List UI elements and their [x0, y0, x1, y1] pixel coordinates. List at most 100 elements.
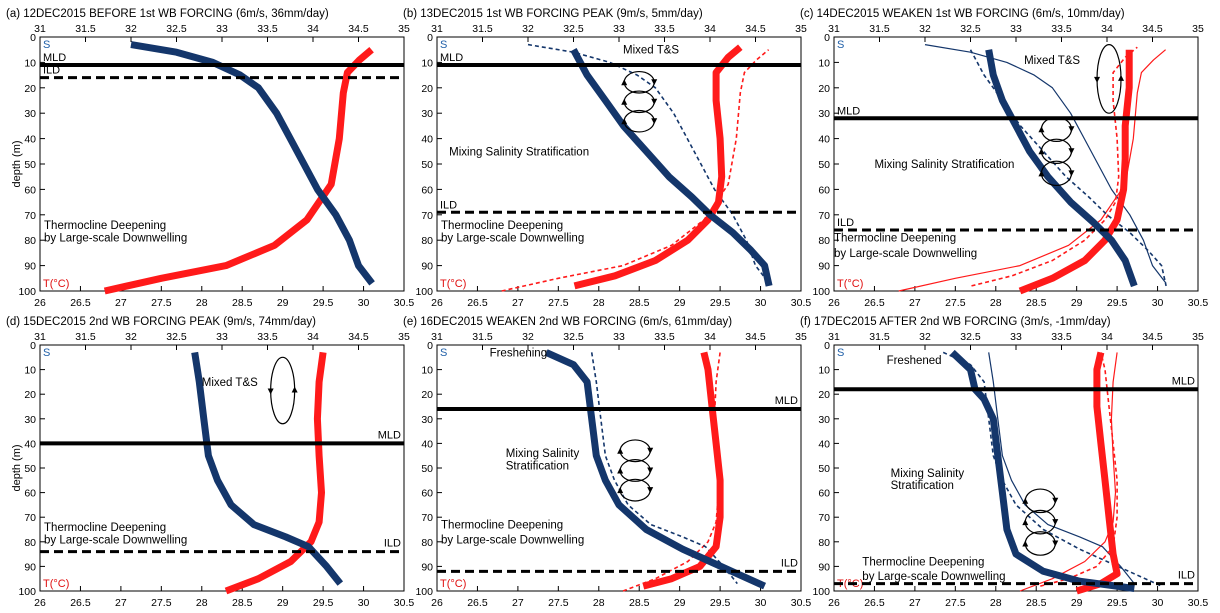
y-tick-label: 100: [415, 586, 433, 598]
arrow-head: [621, 98, 628, 105]
top-tick-label: 33.5: [257, 331, 278, 343]
x-tick-label: 27.5: [548, 297, 569, 309]
x-tick-label: 27.5: [548, 597, 569, 609]
x-tick-label: 26: [34, 597, 46, 609]
sal-axis: 31 31.5 32 32.5 33 33.5 34 34.5 35: [431, 331, 807, 350]
x-tick-label: 29.5: [1107, 297, 1128, 309]
plot-frame: [436, 344, 802, 592]
depth-axis: 0 10 20 30 40 50 60 70 80 90 100: [18, 340, 45, 598]
y-tick-label: 20: [421, 389, 433, 401]
x-tick-label: 26.5: [70, 297, 91, 309]
y-tick-label: 0: [427, 340, 433, 352]
x-tick-label: 28.5: [629, 297, 650, 309]
mld-label: MLD: [43, 52, 66, 64]
top-tick-label: 34.5: [1142, 331, 1163, 343]
ild-label: ILD: [384, 538, 401, 550]
temp-axis: 26 26.5 27 27.5 28 28.5 29 29.5 30 30.5: [828, 286, 1208, 309]
y-tick-label: 20: [421, 83, 433, 95]
annotation-text: Stratification: [891, 480, 954, 492]
mld-label: MLD: [378, 429, 401, 441]
x-tick-label: 27.5: [945, 297, 966, 309]
y-tick-label: 100: [812, 586, 830, 598]
ild-label: ILD: [1178, 570, 1195, 582]
y-tick-label: 90: [818, 261, 830, 273]
salinity-label: S: [837, 347, 844, 359]
annotation-text: Thermocline Deepening: [834, 233, 956, 245]
top-tick-label: 33: [216, 331, 228, 343]
y-tick-label: 80: [421, 235, 433, 247]
x-tick-label: 30: [755, 597, 767, 609]
circulation-loop: [1040, 138, 1073, 165]
top-tick-label: 33.5: [654, 331, 675, 343]
x-tick-label: 29: [1071, 597, 1083, 609]
circulation-loop: [1024, 509, 1056, 535]
x-tick-label: 27: [512, 297, 524, 309]
annotation-text: Thermocline Deepening: [44, 220, 166, 232]
y-tick-label: 40: [818, 134, 830, 146]
depth-axis: 0 10 20 30 40 50 60 70 80 90 100: [415, 32, 442, 298]
arrow-head: [1068, 126, 1075, 133]
profile-s-prev2: [924, 44, 1167, 284]
annotation-text: Mixed T&S: [623, 45, 679, 57]
circulation-loop: [1024, 531, 1056, 556]
y-tick-label: 10: [24, 57, 36, 69]
top-tick-label: 34: [704, 23, 716, 35]
top-tick-label: 35: [795, 331, 807, 343]
y-tick-label: 20: [24, 389, 36, 401]
annotation-text: by Large-scale Downwelling: [441, 233, 584, 245]
panel-c: (c) 14DEC2015 WEAKEN 1st WB FORCING (6m/…: [800, 8, 1208, 309]
mld-label: MLD: [1172, 375, 1195, 387]
top-tick-label: 32.5: [960, 331, 981, 343]
circulation-loop: [623, 70, 655, 94]
x-tick-label: 30.5: [1188, 597, 1209, 609]
depth-axis: 0 10 20 30 40 50 60 70 80 90 100: [812, 340, 839, 598]
panel-title: (d) 15DEC2015 2nd WB FORCING PEAK (9m/s,…: [6, 316, 316, 328]
profile-t-prev: [501, 49, 770, 292]
annotation-text: Mixing Salinity Stratification: [874, 159, 1014, 171]
x-tick-label: 29: [674, 597, 686, 609]
y-tick-label: 30: [24, 414, 36, 426]
y-tick-label: 50: [818, 463, 830, 475]
mld-label: MLD: [440, 52, 463, 64]
top-tick-label: 31.5: [75, 23, 96, 35]
top-tick-label: 35: [1192, 23, 1204, 35]
arrow-head: [1038, 148, 1045, 155]
top-tick-label: 32.5: [563, 331, 584, 343]
top-tick-label: 34: [307, 331, 319, 343]
y-tick-label: 70: [818, 512, 830, 524]
top-tick-label: 35: [795, 23, 807, 35]
y-tick-label: 0: [824, 340, 830, 352]
top-tick-label: 34: [1101, 23, 1113, 35]
profile-s-prev: [527, 43, 770, 284]
annotation-text: Mixed T&S: [202, 377, 258, 389]
arrow-head: [621, 79, 628, 86]
arrow-head: [617, 447, 624, 454]
arrow-head: [647, 467, 654, 474]
panel-b: (b) 13DEC2015 1st WB FORCING PEAK (9m/s,…: [403, 8, 811, 309]
profile-t-prev2: [1019, 352, 1118, 592]
top-tick-label: 31: [828, 23, 840, 35]
salinity-label: S: [440, 347, 447, 359]
y-tick-label: 80: [24, 235, 36, 247]
x-tick-label: 29: [277, 297, 289, 309]
arrow-head: [1052, 497, 1059, 504]
x-tick-label: 26.5: [864, 597, 885, 609]
annotation-text: Mixing Salinity: [506, 448, 580, 460]
top-tick-label: 31.5: [472, 331, 493, 343]
arrow-head: [291, 386, 298, 393]
annotation-text: Thermocline Deepening: [862, 556, 984, 568]
y-tick-label: 20: [24, 83, 36, 95]
y-tick-label: 40: [818, 438, 830, 450]
top-tick-label: 35: [1192, 331, 1204, 343]
profile-s: [949, 349, 1135, 592]
y-tick-label: 70: [421, 210, 433, 222]
top-tick-label: 33: [613, 23, 625, 35]
y-tick-label: 40: [421, 438, 433, 450]
y-tick-label: 20: [818, 83, 830, 95]
arrow-head: [1052, 519, 1059, 526]
salinity-label: S: [43, 39, 50, 51]
temp-axis: 26 26.5 27 27.5 28 28.5 29 29.5 30 30.5: [431, 286, 811, 309]
y-tick-label: 50: [818, 159, 830, 171]
x-tick-label: 27.5: [151, 297, 172, 309]
temperature-label: T(°C): [440, 578, 466, 590]
